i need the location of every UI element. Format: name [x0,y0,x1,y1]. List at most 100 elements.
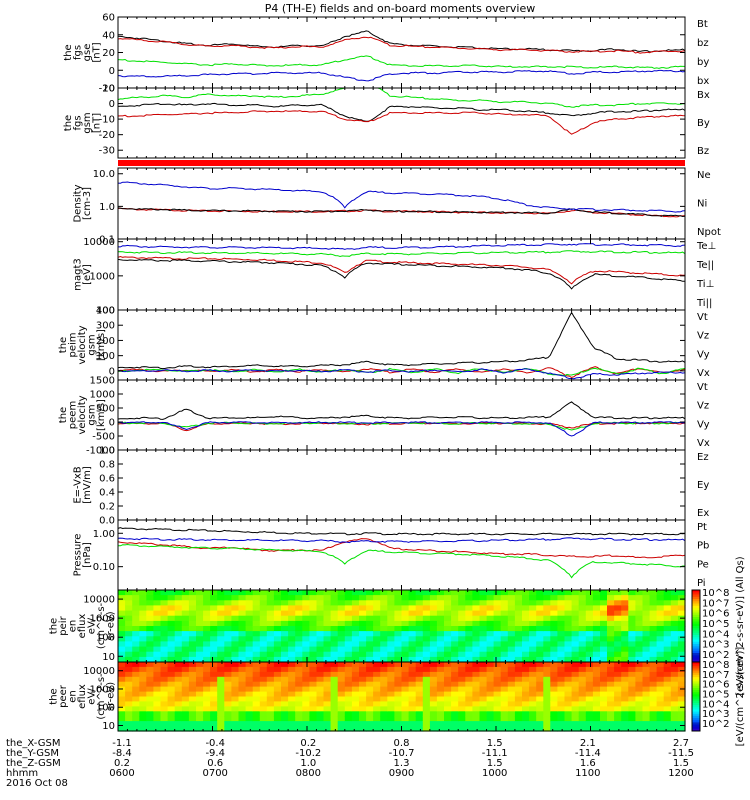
spectrogram-cell [118,696,126,702]
spectrogram-cell [656,600,665,606]
spectrogram-cell [408,701,417,707]
spectrogram-cell [451,696,459,702]
spectrogram-cell [592,676,601,683]
spectrogram-cell [160,646,169,653]
spectrogram-cell [359,595,367,601]
spectrogram-cell [401,595,410,601]
spectrogram-cell [536,615,544,622]
spectrogram-cell [281,641,289,648]
spectrogram-cell [415,636,424,642]
spectrogram-cell [649,676,658,683]
colorbar-segment [692,707,700,710]
spectrogram-cell [529,600,537,606]
spectrogram-cell [493,716,502,722]
spectrogram-cell [132,631,140,637]
spectrogram-cell [564,696,573,702]
spectrogram-cell [614,595,622,601]
spectrogram-cell [245,595,254,601]
spectrogram-cell [472,646,481,653]
spectrogram-cell [181,641,190,648]
spectrogram-cell [132,636,140,642]
spectrogram-cell [522,701,530,707]
spectrogram-cell [415,615,424,622]
spectrogram-cell [621,696,629,702]
series-line-te [117,255,685,285]
spectrogram-cell [266,726,275,732]
spectrogram-cell [167,620,176,627]
spectrogram-cell [408,615,417,622]
spectrogram-cell [514,666,523,673]
spectrogram-cell [351,626,360,632]
series-line-by [117,55,685,69]
spectrogram-cell [351,671,360,678]
spectrogram-cell [436,691,445,698]
spectrogram-cell [266,662,275,668]
spectrogram-cell [174,646,183,653]
spectrogram-cell [529,726,537,732]
spectrogram-cell [359,636,367,642]
spectrogram-cell [578,671,587,678]
spectrogram-cell [677,656,686,663]
spectrogram-cell [196,626,204,632]
spectrogram-cell [677,716,686,722]
spectrogram-cell [592,716,601,722]
spectrogram-cell [408,721,417,727]
spectrogram-cell [245,686,254,693]
spectrogram-cell [125,711,133,717]
spectrogram-cell [600,651,608,658]
spectrogram-cell [380,706,388,712]
spectrogram-cell [415,671,424,678]
spectrogram-cell [309,631,318,637]
spectrogram-cell [571,662,580,668]
spectrogram-cell [394,686,403,693]
spectrogram-cell [458,686,466,693]
spectrogram-cell [465,711,473,717]
spectrogram-cell [429,590,438,596]
spectrogram-cell [309,691,318,698]
spectrogram-cell [316,676,325,683]
spectrogram-cell [380,615,388,622]
spectrogram-cell [394,656,403,663]
spectrogram-cell [330,626,339,632]
y-tick-label: 0.4 [99,488,115,499]
spectrogram-cell [585,610,594,617]
spectrogram-cell [564,726,573,732]
spectrogram-cell [337,701,346,707]
spectrogram-cell [224,676,232,683]
spectrogram-cell [259,600,268,606]
spectrogram-cell [422,590,431,596]
spectrogram-cell [564,610,573,617]
spectrogram-cell [266,615,275,622]
spectrogram-cell [564,666,573,673]
spectrogram-cell [394,610,403,617]
spectrogram-cell [373,676,381,683]
spectrogram-cell [281,691,289,698]
x-row-label: the_Y-GSM [6,748,59,759]
spectrogram-cell [160,605,169,612]
spectrogram-cell [670,631,679,637]
spectrogram-cell [203,605,211,612]
spectrogram-cell [380,595,388,601]
spectrogram-cell [174,671,183,678]
spectrogram-cell [160,600,169,606]
spectrogram-cell [444,595,452,601]
spectrogram-cell [500,716,509,722]
spectrogram-cell [309,666,318,673]
spectrogram-cell [224,641,232,648]
spectrogram-cell [181,701,190,707]
spectrogram-cell [351,711,360,717]
spectrogram-cell [635,721,644,727]
spectrogram-cell [394,615,403,622]
spectrogram-cell [649,671,658,678]
spectrogram-cell [337,716,346,722]
spectrogram-cell [436,641,445,648]
spectrogram-cell [507,651,516,658]
y-tick-label: 500 [96,404,115,415]
spectrogram-cell [210,716,218,722]
spectrogram-cell [266,701,275,707]
spectrogram-cell [635,651,644,658]
spectrogram-cell [415,646,424,653]
colorbar-segment [692,679,700,682]
spectrogram-cell [550,600,558,606]
